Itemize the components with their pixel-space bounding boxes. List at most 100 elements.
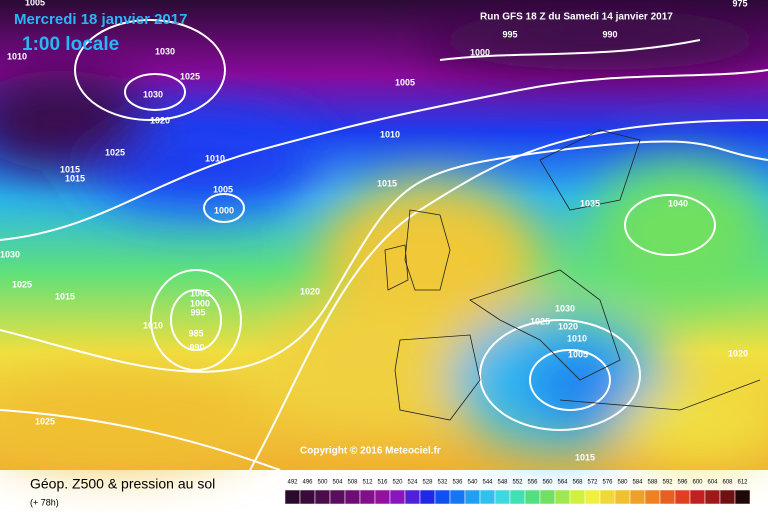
isobar-label: 1020 xyxy=(558,321,578,331)
scale-label: 520 xyxy=(392,480,403,486)
scale-swatch xyxy=(734,489,751,505)
scale-swatch xyxy=(494,489,511,505)
isobar-label: 1010 xyxy=(205,153,225,163)
scale-swatch xyxy=(359,489,376,505)
isobar-label: 1025 xyxy=(35,416,55,426)
scale-label: 560 xyxy=(542,480,553,486)
isobar-label: 1025 xyxy=(105,147,125,157)
copyright: Copyright © 2016 Meteociel.fr xyxy=(300,446,441,457)
scale-label: 496 xyxy=(302,480,313,486)
isobar-label: 1015 xyxy=(60,164,80,174)
isobar-label: 1030 xyxy=(155,46,175,56)
scale-label: 600 xyxy=(692,480,703,486)
scale-label: 584 xyxy=(632,480,643,486)
scale-swatch xyxy=(374,489,391,505)
scale-label: 548 xyxy=(497,480,508,486)
scale-swatch xyxy=(524,489,541,505)
scale-swatch xyxy=(584,489,601,505)
isobar-label: 1030 xyxy=(0,249,20,259)
run-info: Run GFS 18 Z du Samedi 14 janvier 2017 xyxy=(480,12,673,23)
coastlines xyxy=(384,129,761,421)
isobar-label: 1005 xyxy=(213,184,233,194)
scale-label: 588 xyxy=(647,480,658,486)
isobar-label: 1025 xyxy=(530,316,550,326)
scale-swatch xyxy=(674,489,691,505)
scale-label: 576 xyxy=(602,480,613,486)
scale-swatch xyxy=(404,489,421,505)
field-description: Géop. Z500 & pression au sol xyxy=(30,476,215,492)
isobar-label: 995 xyxy=(190,307,205,317)
scale-label: 532 xyxy=(437,480,448,486)
isobar-label: 975 xyxy=(732,0,747,8)
scale-swatch xyxy=(539,489,556,505)
color-scale: 492 496 500 504 508 512 516 520 524 528 532 536 540 5… xyxy=(284,480,751,505)
scale-label: 500 xyxy=(317,480,328,486)
scale-label: 592 xyxy=(662,480,673,486)
scale-swatch xyxy=(314,489,331,505)
isobar-label: 1005 xyxy=(395,77,415,87)
scale-label: 572 xyxy=(587,480,598,486)
scale-label: 580 xyxy=(617,480,628,486)
isobar-label: 990 xyxy=(602,29,617,39)
scale-label: 536 xyxy=(452,480,463,486)
isobar-label: 990 xyxy=(189,342,204,352)
scale-swatch xyxy=(629,489,646,505)
isobars xyxy=(0,19,768,471)
isobar-label: 1025 xyxy=(180,71,200,81)
scale-swatch xyxy=(284,489,301,505)
scale-swatch xyxy=(644,489,661,505)
isobar-label: 1015 xyxy=(55,291,75,301)
isobar-labels: 975 1005 995 990 1000 1010 1030 1025 1030 1020 102… xyxy=(0,0,748,462)
scale-swatch xyxy=(344,489,361,505)
isobar-label: 1010 xyxy=(143,320,163,330)
isobar-label: 1005 xyxy=(25,0,45,7)
scale-swatch xyxy=(509,489,526,505)
scale-label: 604 xyxy=(707,480,718,486)
scale-label: 596 xyxy=(677,480,688,486)
isobar-label: 1000 xyxy=(470,47,490,57)
isobar-label: 1010 xyxy=(567,333,587,343)
scale-label: 608 xyxy=(722,480,733,486)
isobar-label: 1000 xyxy=(214,205,234,215)
scale-label: 508 xyxy=(347,480,358,486)
scale-label: 552 xyxy=(512,480,523,486)
scale-label: 528 xyxy=(422,480,433,486)
scale-label: 612 xyxy=(737,480,748,486)
isobar-label: 1000 xyxy=(190,298,210,308)
scale-swatch xyxy=(464,489,481,505)
isobar-label: 985 xyxy=(188,328,203,338)
isobar-label: 1035 xyxy=(580,198,600,208)
scale-swatch xyxy=(659,489,676,505)
scale-swatch xyxy=(434,489,451,505)
isobar-label: 1030 xyxy=(555,303,575,313)
isobar-label: 1020 xyxy=(150,115,170,125)
scale-swatch xyxy=(479,489,496,505)
scale-label: 492 xyxy=(287,480,298,486)
scale-label: 568 xyxy=(572,480,583,486)
isobar-label: 1040 xyxy=(668,198,688,208)
scale-label: 564 xyxy=(557,480,568,486)
valid-date: Mercredi 18 janvier 2017 xyxy=(14,11,187,28)
isobar-label: 1005 xyxy=(190,288,210,298)
scale-label: 544 xyxy=(482,480,493,486)
scale-swatch xyxy=(419,489,436,505)
scale-swatch xyxy=(599,489,616,505)
scale-label: 512 xyxy=(362,480,373,486)
scale-label: 504 xyxy=(332,480,343,486)
isobar-label: 1015 xyxy=(65,173,85,183)
scale-label: 556 xyxy=(527,480,538,486)
scale-swatch xyxy=(614,489,631,505)
scale-swatch xyxy=(569,489,586,505)
isobar-label: 1020 xyxy=(300,286,320,296)
scale-label: 540 xyxy=(467,480,478,486)
isobar-label: 1010 xyxy=(7,51,27,61)
scale-label: 516 xyxy=(377,480,388,486)
isobar-label: 1015 xyxy=(377,178,397,188)
scale-label: 524 xyxy=(407,480,418,486)
scale-swatch xyxy=(689,489,706,505)
scale-swatch xyxy=(329,489,346,505)
scale-swatch xyxy=(704,489,721,505)
local-time: 1:00 locale xyxy=(22,34,119,55)
